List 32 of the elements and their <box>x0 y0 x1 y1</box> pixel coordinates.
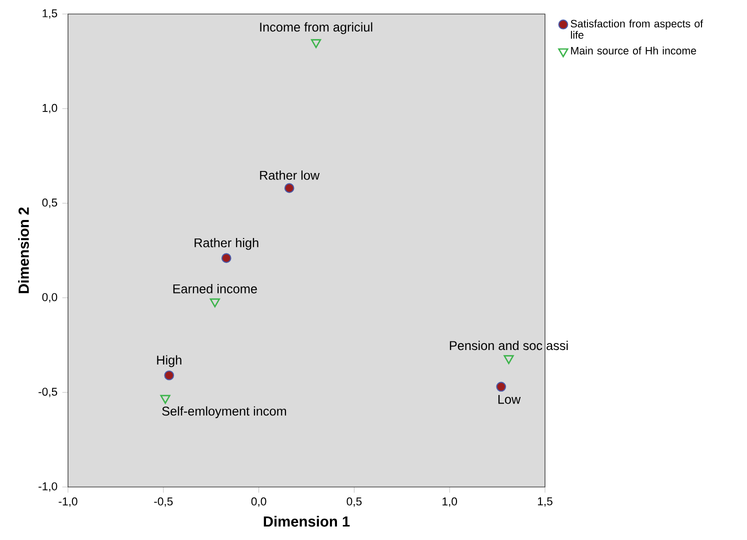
annotation: Earned income <box>173 284 257 294</box>
annotation: Self-emloyment incom <box>162 406 286 418</box>
point <box>284 183 294 193</box>
x-tick-label: -1,0 <box>58 497 78 507</box>
point <box>221 253 232 264</box>
y-tick-label: 0,5 <box>42 198 58 208</box>
x-axis-title: Dimension 1 <box>264 516 350 527</box>
x-tick-label: 1,0 <box>442 497 458 507</box>
point <box>210 298 220 308</box>
annotation: Pension and soc assi <box>450 340 568 350</box>
legend-label: Main source of Hh income <box>571 46 696 54</box>
annotation: Rather low <box>260 170 320 180</box>
y-tick-label: 1,0 <box>42 104 58 114</box>
x-tick-label: 0,5 <box>346 497 362 507</box>
annotation: Low <box>498 394 521 404</box>
annotation: Rather high <box>194 238 258 250</box>
annotation: High <box>157 355 182 368</box>
point <box>310 39 322 48</box>
x-tick-label: 0,0 <box>251 497 266 507</box>
point <box>496 382 506 392</box>
y-tick-label: 0,0 <box>42 293 58 302</box>
y-tick-label: -1,0 <box>38 482 58 492</box>
annotation: Income from agriciul <box>260 22 372 34</box>
point <box>504 355 514 364</box>
x-tick-label: 1,5 <box>538 497 552 507</box>
y-tick-label: 1,5 <box>42 9 58 19</box>
point <box>164 370 174 380</box>
y-axis-title: Dimension 2 <box>18 207 29 294</box>
legend-label: Satisfaction from aspects of life <box>570 20 704 39</box>
y-tick-label: -0,5 <box>38 388 58 398</box>
x-tick-label: -0,5 <box>154 497 173 507</box>
point <box>160 394 170 404</box>
